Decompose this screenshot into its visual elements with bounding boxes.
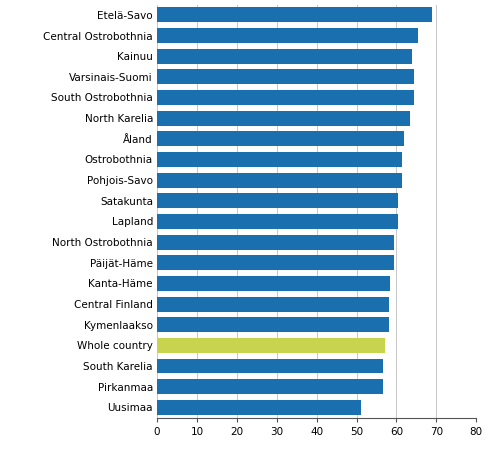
Bar [157, 152, 403, 167]
Bar [157, 69, 414, 84]
Bar [157, 193, 399, 208]
Bar [157, 379, 382, 394]
Bar [157, 131, 405, 146]
Bar [157, 276, 390, 291]
Bar [157, 28, 418, 43]
Bar [157, 296, 388, 311]
Bar [157, 49, 412, 64]
Bar [157, 90, 414, 105]
Bar [157, 359, 382, 374]
Bar [157, 338, 384, 353]
Bar [157, 235, 394, 250]
Bar [157, 400, 360, 415]
Bar [157, 111, 410, 126]
Bar [157, 317, 388, 332]
Bar [157, 173, 403, 188]
Bar [157, 255, 394, 270]
Bar [157, 7, 433, 22]
Bar [157, 214, 399, 229]
